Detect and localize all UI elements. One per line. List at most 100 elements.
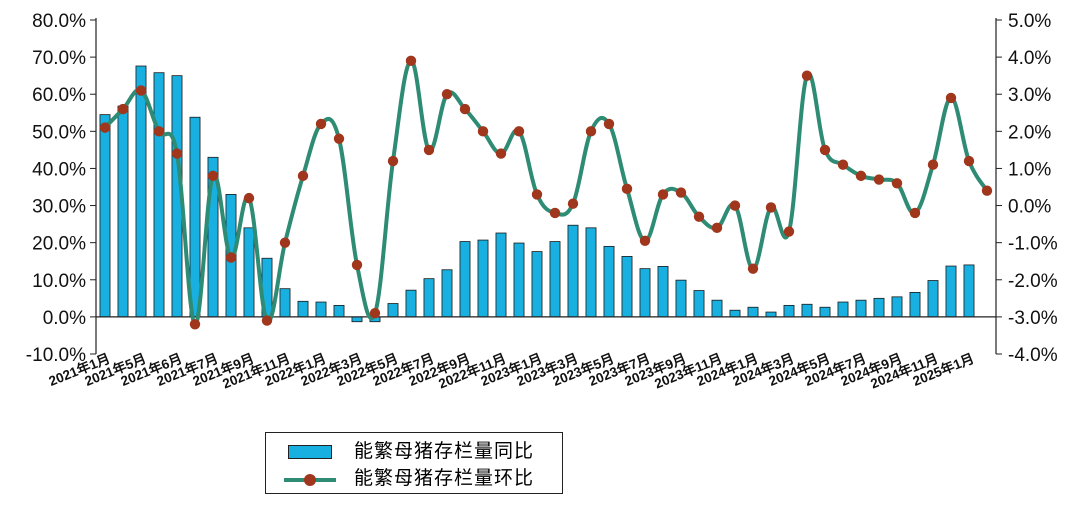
legend-bar-swatch [288,445,332,459]
line-point [459,103,471,115]
line-point [513,126,525,137]
bar [837,301,849,318]
bar [459,241,471,318]
legend-item-line: 能繁母猪存栏量环比 [266,466,562,492]
bar [585,227,597,318]
line-point [783,226,795,237]
line-point [549,207,561,219]
line-point [261,315,273,326]
line-point [585,126,597,137]
left-tick-label: 50.0% [32,122,86,143]
bar [405,289,417,318]
left-tick-label: 20.0% [32,234,86,255]
right-tick-label: 1.0% [1008,159,1051,180]
right-tick-label: -2.0% [1008,271,1058,292]
bar [279,288,291,318]
line-point [567,198,579,209]
line-point [495,148,507,159]
bar [621,255,633,318]
line-point [153,126,165,137]
bar [819,306,831,318]
legend-item-bar: 能繁母猪存栏量同比 [266,439,562,465]
line-point [891,178,903,189]
line-point [387,155,399,167]
bar [729,309,741,318]
bar [549,241,561,318]
line-point [855,170,867,182]
bar [909,291,921,318]
line-point [333,133,345,144]
bar [657,266,669,318]
bar [315,301,327,318]
line-point [801,70,813,81]
line-point [729,200,741,211]
bar [531,251,543,318]
line-point [315,118,327,130]
line-point [441,89,453,100]
line-point [279,237,291,248]
bar [693,290,705,318]
line-point [423,144,435,156]
left-tick-label: 80.0% [32,11,86,32]
left-tick-label: 10.0% [32,271,86,292]
line-point [963,155,975,167]
bar [477,239,489,318]
bar [333,304,345,318]
line-point [603,118,615,130]
bar [639,268,651,318]
bar [927,280,939,318]
line-point [657,189,669,200]
line-point [945,92,957,104]
bar [135,65,147,318]
left-axis: -10.0% 0.0% 10.0% 20.0% 30.0% 40.0% 50.0% 60.0%… [26,11,96,366]
line-point [135,85,147,96]
bar [243,227,255,318]
left-tick-label: 70.0% [32,48,86,69]
bar [423,278,435,318]
line-point [225,252,237,263]
line-point [351,259,363,271]
line-point [117,103,129,115]
x-axis-labels: 2021年1月2021年5月2021年6月2021年7月2021年9月2021年… [46,350,976,392]
line-point [477,126,489,137]
line-point [171,148,183,159]
line-point [819,144,831,156]
bar [783,304,795,318]
bar [351,316,363,323]
legend-label-yoy: 能繁母猪存栏量同比 [354,441,535,462]
left-tick-label: 40.0% [32,159,86,180]
bar [513,242,525,318]
bar [747,306,759,318]
bar [855,299,867,318]
line-point [99,122,111,133]
bar [711,299,723,318]
right-tick-label: 0.0% [1008,197,1051,218]
left-tick-label: -10.0% [26,345,86,366]
line-point [639,235,651,247]
line-point [873,174,885,185]
bar [99,114,111,318]
legend: 能繁母猪存栏量同比 能繁母猪存栏量环比 [265,432,563,494]
line-point [837,159,849,170]
bar [153,72,165,318]
line-point [765,202,777,213]
right-tick-label: 5.0% [1008,11,1051,32]
right-tick-label: 3.0% [1008,85,1051,106]
line-point [693,211,705,222]
left-tick-label: 30.0% [32,197,86,218]
left-tick-label: 0.0% [43,308,86,329]
line-point [243,192,255,204]
line-point [675,187,687,198]
right-tick-label: 2.0% [1008,122,1051,143]
line-point [711,222,723,234]
bar [891,296,903,318]
bar [675,279,687,318]
line-point [369,307,381,319]
bar [441,269,453,318]
bar [801,303,813,318]
line-point [621,183,633,195]
bar [117,105,129,318]
right-axis: -4.0% -3.0% -2.0% -1.0% 0.0% 1.0% 2.0% 3.0% 4.0%… [996,11,1058,366]
bar [963,264,975,318]
